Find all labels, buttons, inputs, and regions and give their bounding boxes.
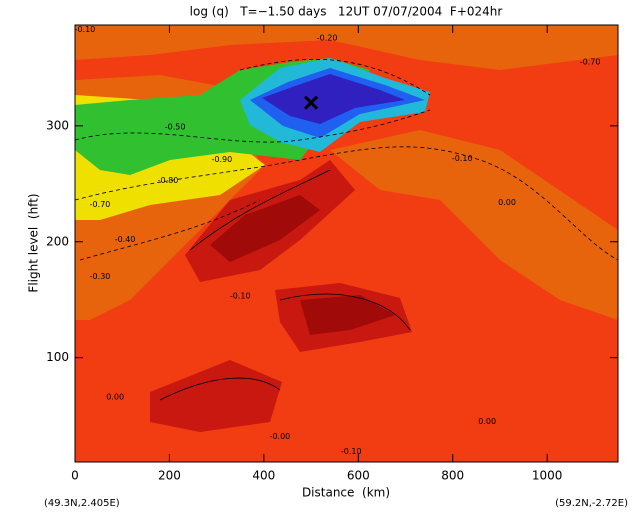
y-tick-label: 300 xyxy=(46,118,69,132)
contour-label: 0.00 xyxy=(498,198,516,207)
contour-label: -0.30 xyxy=(90,272,111,281)
y-tick-label: 200 xyxy=(46,234,69,248)
contour-label: 0.00 xyxy=(478,417,496,426)
contour-label: -0.50 xyxy=(165,123,186,132)
contour-label: -0.10 xyxy=(75,25,96,34)
corner-label: (59.2N,-2.72E) xyxy=(555,498,628,509)
marker-stroke xyxy=(304,95,319,110)
x-tick-label: 800 xyxy=(441,469,464,483)
field xyxy=(75,25,618,462)
y-tick-label: 100 xyxy=(46,350,69,364)
x-axis-label: Distance (km) xyxy=(302,486,390,500)
contour-label: 0.00 xyxy=(106,393,124,402)
x-tick-label: 0 xyxy=(71,469,79,483)
contour-label: -0.20 xyxy=(317,33,338,42)
x-tick-label: 200 xyxy=(158,469,181,483)
position-marker xyxy=(304,95,319,110)
contour-label: -0.70 xyxy=(580,58,601,67)
contour-label: -0.00 xyxy=(270,432,291,441)
contour-label: -0.10 xyxy=(230,292,251,301)
contour-label: -0.40 xyxy=(115,235,136,244)
x-tick-label: 400 xyxy=(252,469,275,483)
chart-title: log (q) T=−1.50 days 12UT 07/07/2004 F+0… xyxy=(190,5,503,19)
contour-label: -0.70 xyxy=(90,200,111,209)
corner-label: (49.3N,2.405E) xyxy=(44,498,120,509)
contour-label: -0.80 xyxy=(158,176,179,185)
contour-label: -0.10 xyxy=(341,447,362,456)
x-tick-label: 1000 xyxy=(532,469,563,483)
y-axis-label: Flight level (hft) xyxy=(27,193,41,292)
contour-label: -0.90 xyxy=(211,155,232,164)
plot-frame xyxy=(74,24,619,463)
x-tick-label: 600 xyxy=(347,469,370,483)
contour-label: -0.10 xyxy=(452,154,473,163)
